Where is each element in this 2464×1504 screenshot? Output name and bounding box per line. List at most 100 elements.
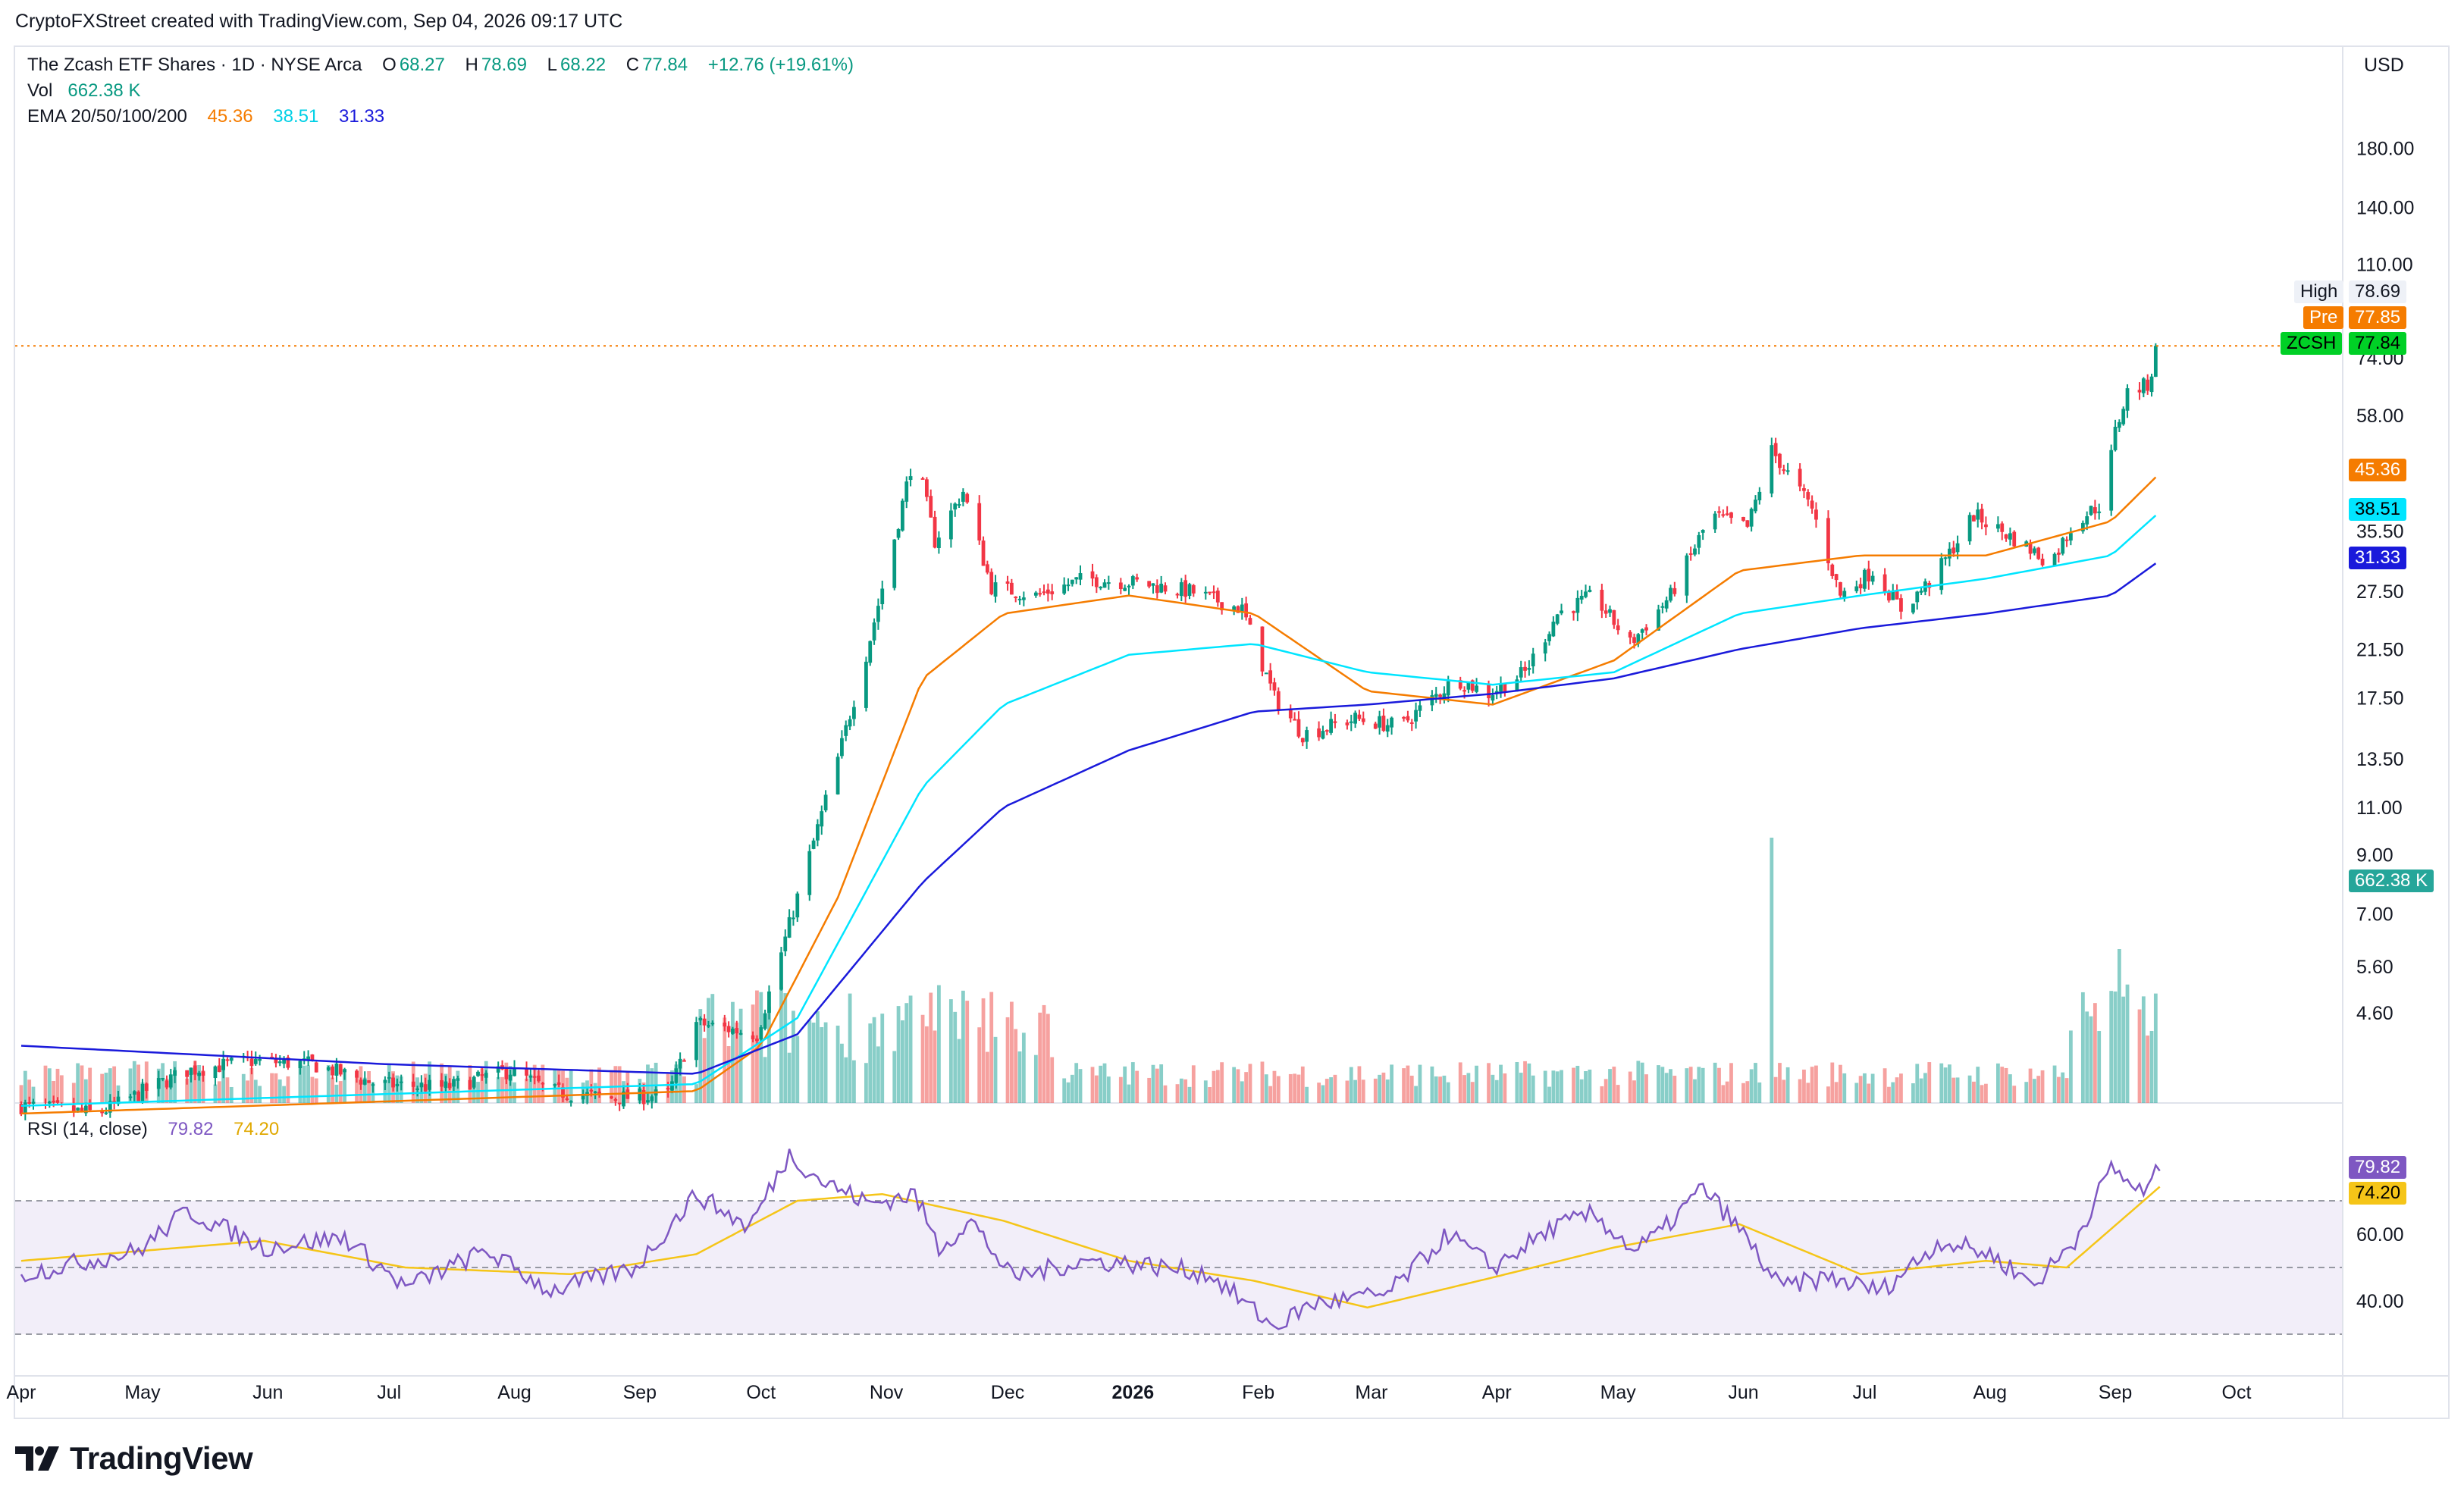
volume-bar — [1882, 1068, 1887, 1103]
volume-bar — [1887, 1086, 1891, 1103]
volume-bar — [1381, 1072, 1386, 1103]
candle-body — [156, 1078, 161, 1089]
volume-bar — [1220, 1062, 1224, 1103]
volume-bar — [83, 1079, 88, 1103]
volume-bar — [1531, 1075, 1535, 1103]
candle-body — [1305, 730, 1309, 742]
candle-body — [1130, 576, 1135, 586]
candle-body — [1834, 574, 1839, 581]
candle-body — [1333, 721, 1337, 723]
rsi-tick-0: 60.00 — [2356, 1224, 2404, 1246]
volume-bar — [1499, 1064, 1503, 1103]
volume-bar — [707, 998, 710, 1103]
candle-body — [1418, 705, 1422, 711]
volume-bar — [47, 1068, 52, 1103]
candle-body — [1951, 547, 1956, 554]
time-tick-8: Dec — [991, 1382, 1024, 1403]
candle-body — [1612, 609, 1616, 625]
volume-bar — [1361, 1079, 1365, 1103]
candle-body — [1887, 591, 1891, 601]
candle-body — [957, 504, 961, 506]
candle-body — [1551, 622, 1556, 637]
candle-body — [2089, 506, 2093, 515]
volume-bar — [1996, 1063, 2000, 1103]
price-tick-5: 35.50 — [2356, 521, 2404, 542]
volume-bar — [76, 1063, 80, 1103]
ema20-value: 45.36 — [207, 106, 253, 127]
candle-body — [1895, 590, 1899, 600]
candle-body — [1462, 690, 1466, 692]
candle-body — [1782, 469, 1786, 472]
candle-body — [1232, 606, 1237, 611]
candle-body — [1373, 723, 1378, 729]
volume-bar — [1608, 1069, 1612, 1103]
candle-body — [811, 840, 816, 849]
candle-body — [864, 661, 868, 708]
ema50-tag: 38.51 — [2349, 498, 2407, 521]
volume-bar — [1867, 1083, 1871, 1103]
ema20-line — [20, 476, 2157, 1115]
candle-body — [981, 540, 986, 566]
candle-body — [759, 1027, 763, 1040]
volume-bar — [1232, 1067, 1237, 1103]
candle-body — [556, 1082, 561, 1086]
candle-body — [1296, 719, 1301, 737]
candle-body — [1721, 514, 1726, 516]
ema-legend: EMA 20/50/100/200 45.36 38.51 31.33 — [27, 106, 387, 127]
candle-body — [173, 1070, 177, 1076]
ticker-tag: ZCSH — [2281, 332, 2343, 355]
candle-body — [1293, 719, 1297, 721]
candle-body — [391, 1077, 395, 1088]
candle-body — [1118, 582, 1123, 589]
candle-body — [1078, 573, 1083, 580]
candle-body — [1014, 597, 1018, 599]
volume-bar — [1588, 1069, 1592, 1103]
candle-body — [1434, 694, 1438, 697]
candle-body — [1499, 683, 1503, 692]
volume-bar — [2004, 1067, 2008, 1103]
candle-body — [1519, 667, 1523, 678]
volume-tag: 662.38 K — [2349, 870, 2434, 892]
rsi-label: RSI (14, close) — [27, 1119, 148, 1139]
candle-body — [1409, 722, 1414, 724]
volume-bar — [936, 985, 941, 1103]
price-tick-9: 13.50 — [2356, 749, 2404, 770]
volume-bar — [1560, 1070, 1563, 1103]
volume-bar — [1062, 1078, 1067, 1103]
volume-bar — [1640, 1062, 1644, 1103]
candle-body — [2052, 553, 2057, 566]
candle-body — [1406, 716, 1410, 721]
candle-body — [1438, 694, 1442, 697]
volume-bar — [763, 1057, 767, 1103]
volume-bar — [1123, 1066, 1127, 1103]
candle-body — [1491, 695, 1495, 701]
volume-bar — [1208, 1086, 1212, 1103]
volume-bar — [807, 1020, 812, 1103]
currency-label[interactable]: USD — [2364, 55, 2404, 76]
volume-bar — [726, 1046, 731, 1103]
volume-bar — [2149, 1030, 2154, 1103]
volume-bar — [1600, 1086, 1604, 1103]
volume-bar — [1014, 1029, 1018, 1103]
volume-bar — [2061, 1072, 2065, 1103]
candle-body — [399, 1081, 403, 1083]
volume-bar — [286, 1076, 290, 1103]
volume-bar — [362, 1077, 367, 1103]
candle-body — [1203, 591, 1208, 594]
volume-bar — [23, 1070, 27, 1103]
volume-bar — [525, 1078, 528, 1103]
volume-value: 662.38 K — [67, 80, 141, 101]
candle-body — [504, 1068, 509, 1079]
volume-bar — [1839, 1064, 1842, 1103]
volume-bar — [646, 1064, 650, 1103]
candle-body — [1810, 500, 1814, 509]
candle-body — [844, 725, 848, 736]
volume-bar — [924, 1026, 929, 1103]
candle-body — [1503, 683, 1507, 693]
volume-bar — [1414, 1086, 1418, 1103]
candle-body — [1494, 691, 1499, 694]
candle-body — [1543, 642, 1547, 654]
candle-body — [367, 1080, 371, 1083]
volume-bar — [80, 1065, 84, 1103]
